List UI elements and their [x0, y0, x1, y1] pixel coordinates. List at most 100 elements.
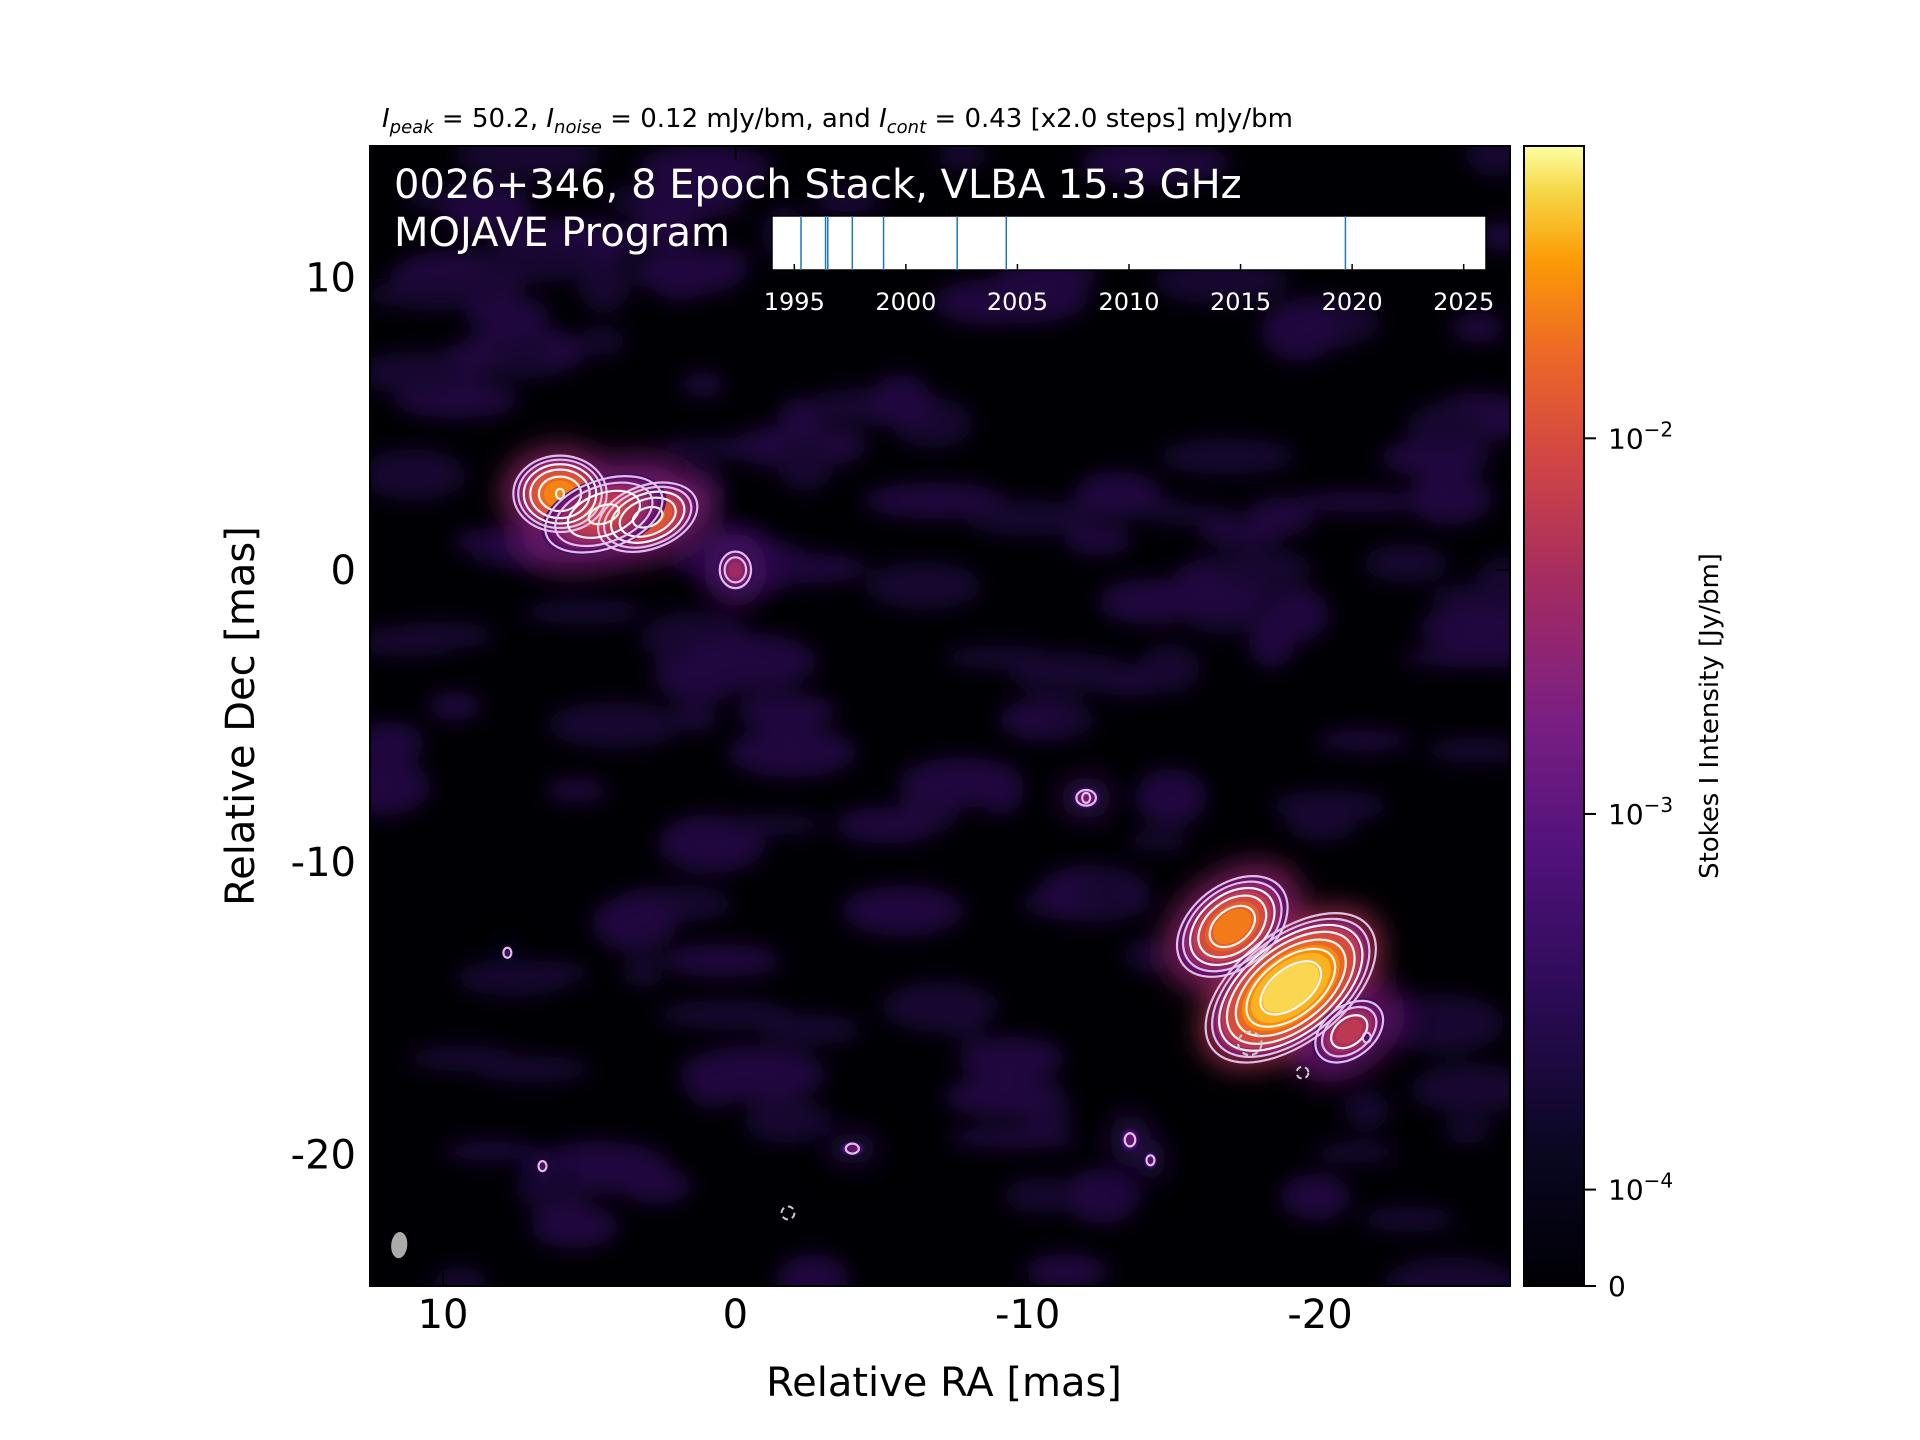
noise-blob: [405, 186, 452, 210]
colorbar-gradient: [1523, 145, 1585, 1287]
source-fill-ring: [1232, 926, 1233, 927]
contour-line: [718, 550, 753, 590]
contour-line: [1208, 904, 1257, 949]
noise-blob: [1406, 402, 1487, 451]
noise-blob: [472, 1056, 592, 1083]
noise-blob: [544, 779, 609, 802]
noise-blob: [716, 813, 826, 836]
noise-blob: [1024, 1253, 1109, 1286]
contour-line: [618, 496, 677, 538]
x-tick-label: -20: [1287, 1292, 1352, 1338]
noise-blob: [1150, 505, 1242, 526]
noise-blob: [1156, 146, 1201, 164]
noise-blob: [619, 1167, 692, 1204]
x-tick-label: -10: [995, 1292, 1060, 1338]
noise-blob: [1410, 1064, 1510, 1115]
contour-line: [1225, 930, 1356, 1045]
timeline-tick-label: 2025: [1433, 288, 1494, 316]
contour-line: [844, 1142, 860, 1155]
y-tick-label: 0: [331, 548, 356, 594]
noise-blob: [1315, 730, 1412, 751]
x-tick-label: 0: [723, 1292, 748, 1338]
contour-line: [1081, 791, 1092, 804]
noise-blob: [1209, 548, 1313, 587]
contour-line: [1182, 880, 1283, 973]
timeline-ticks: 1995 2000 2005 2010 2015 2020 2025: [764, 264, 1494, 316]
noise-blob: [1451, 312, 1504, 343]
negative-contour: [1237, 1030, 1263, 1057]
noise-blob: [1124, 938, 1173, 973]
noise-blob: [1280, 1174, 1351, 1220]
noise-blob: [621, 957, 663, 987]
noise-blob: [592, 895, 677, 952]
noise-blob: [1270, 790, 1389, 822]
noise-blob: [758, 1014, 863, 1045]
contour-line: [723, 556, 748, 584]
noise-blob: [776, 1254, 849, 1286]
noise-blob: [899, 757, 1025, 808]
noise-blob: [662, 944, 782, 978]
contour-line: [1175, 875, 1289, 978]
noise-blob: [728, 727, 857, 778]
contour-line: [631, 505, 664, 529]
noise-blob: [881, 981, 1000, 1033]
y-axis-ticks: 10 0 -10 -20: [291, 256, 1510, 1178]
noise-blob: [947, 1127, 1080, 1149]
noise-blob: [657, 999, 795, 1030]
noise-blob: [428, 691, 482, 721]
noise-blob: [441, 181, 532, 236]
noise-blob: [580, 326, 626, 356]
epoch-markers: [800, 216, 1347, 270]
noise-blob: [1418, 605, 1510, 651]
timeline-tick-label: 2010: [1098, 288, 1159, 316]
noise-blob: [1075, 870, 1138, 916]
noise-blob: [1427, 582, 1510, 611]
timeline-tick-label: 2020: [1322, 288, 1383, 316]
contour-line: [1197, 894, 1268, 959]
image-panel: 10 0 -10 -20 10 0 -10 -20: [291, 145, 1511, 1338]
noise-blob: [1291, 491, 1431, 513]
colorbar-tick-label: 10−2: [1608, 417, 1673, 455]
noise-blob: [491, 337, 555, 380]
noise-blob: [523, 599, 646, 625]
contour-line: [1259, 960, 1323, 1016]
noise-blob: [1097, 578, 1201, 625]
noise-blob: [547, 701, 684, 749]
x-axis-ticks: 10 0 -10 -20: [418, 146, 1353, 1338]
contour-line: [609, 490, 686, 544]
contour-line: [1188, 886, 1276, 967]
noise-blob: [432, 1266, 488, 1286]
noise-blob: [1003, 1178, 1077, 1213]
noise-blob: [1042, 711, 1096, 734]
contour-line: [1314, 999, 1385, 1064]
noise-blob: [743, 1099, 835, 1144]
noise-blob: [465, 296, 551, 332]
contour-line: [602, 485, 693, 549]
noise-blob: [1379, 439, 1491, 477]
noise-blob: [1063, 1168, 1141, 1224]
noise-blob: [937, 146, 987, 172]
noise-blob: [633, 189, 701, 248]
noise-blob: [1343, 1089, 1390, 1130]
negative-contour: [1295, 1065, 1310, 1080]
contour-line: [502, 946, 513, 959]
noise-blob: [841, 885, 965, 936]
noise-blob: [530, 1204, 620, 1248]
y-tick-label: 10: [305, 256, 356, 302]
epoch-timeline: 1995 2000 2005 2010 2015 2020 2025: [764, 215, 1494, 316]
noise-blob: [962, 273, 1090, 323]
noise-blob: [738, 553, 868, 584]
x-axis-label: Relative RA [mas]: [766, 1360, 1122, 1406]
plot-frame: [369, 145, 1511, 1287]
noise-blob: [1138, 644, 1201, 693]
contour-line: [1145, 1154, 1156, 1167]
noise-blob: [679, 1046, 827, 1102]
timeline-tick-label: 1995: [764, 288, 825, 316]
noise-blob: [682, 633, 817, 690]
noise-blob: [1363, 543, 1448, 583]
noise-blob: [370, 278, 511, 311]
negative-contour: [780, 1205, 796, 1221]
noise-blob: [1443, 1118, 1493, 1144]
contour-line: [1075, 788, 1098, 807]
noise-blob: [674, 705, 718, 731]
